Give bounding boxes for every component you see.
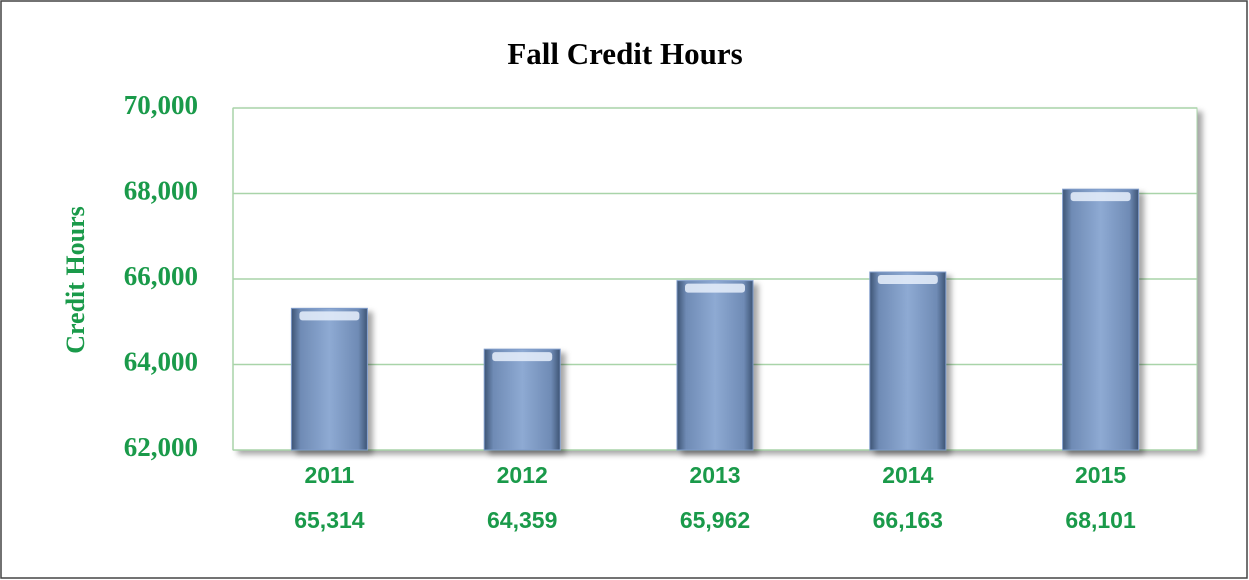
y-tick-label: 70,000 bbox=[124, 90, 198, 120]
x-tick-label: 2015 bbox=[1075, 462, 1126, 488]
value-label: 64,359 bbox=[487, 507, 557, 533]
y-tick-label: 66,000 bbox=[124, 261, 198, 291]
x-tick-label: 2013 bbox=[689, 462, 740, 488]
value-label: 68,101 bbox=[1065, 507, 1136, 533]
x-tick-label: 2012 bbox=[497, 462, 548, 488]
bar bbox=[869, 271, 947, 451]
y-axis-label: Credit Hours bbox=[61, 206, 90, 354]
value-label: 66,163 bbox=[873, 507, 943, 533]
y-tick-label: 62,000 bbox=[124, 432, 198, 462]
y-tick-label: 68,000 bbox=[124, 176, 198, 206]
bar bbox=[483, 348, 561, 451]
chart-title: Fall Credit Hours bbox=[507, 36, 742, 71]
bar-highlight bbox=[492, 352, 553, 362]
bar-highlight bbox=[685, 283, 745, 293]
x-tick-label: 2014 bbox=[882, 462, 933, 488]
bar-highlight bbox=[299, 311, 360, 321]
bar bbox=[290, 307, 368, 451]
bar-highlight bbox=[877, 275, 938, 285]
bar-highlight bbox=[1070, 192, 1131, 202]
y-tick-label: 64,000 bbox=[124, 347, 198, 377]
value-label: 65,962 bbox=[680, 507, 750, 533]
x-tick-label: 2011 bbox=[304, 462, 354, 488]
bar bbox=[1062, 188, 1140, 451]
bar bbox=[676, 280, 754, 451]
value-label: 65,314 bbox=[294, 507, 365, 533]
